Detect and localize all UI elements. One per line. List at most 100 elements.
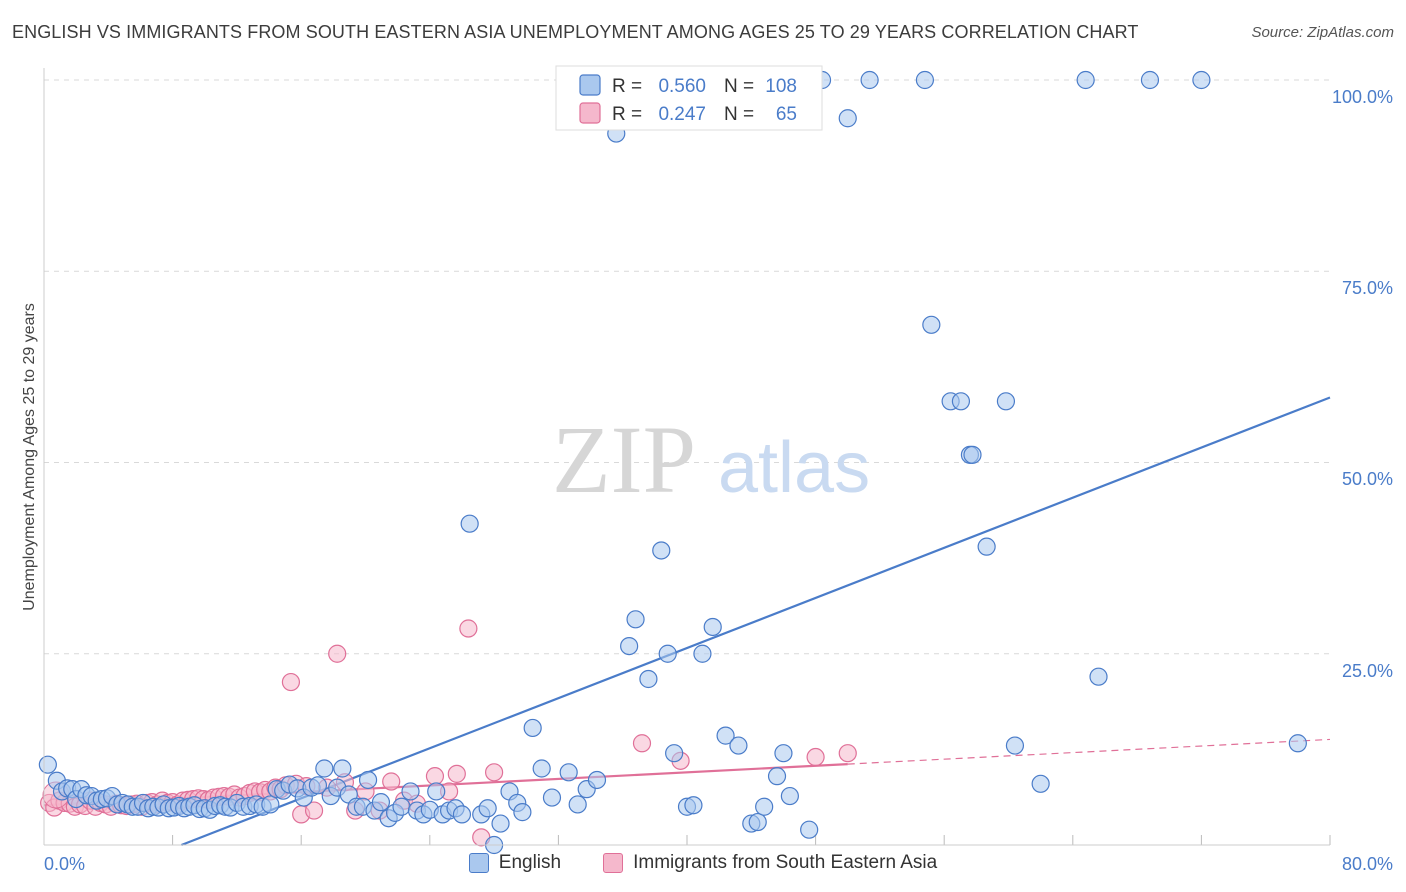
english-point-89 (626, 610, 645, 629)
y-tick-label-2: 75.0% (1342, 278, 1393, 298)
english-point-73 (478, 799, 497, 818)
english-point-122 (1140, 70, 1160, 90)
trend-line-immigrants-dashed (847, 738, 1331, 765)
english-point-105 (780, 786, 799, 806)
chart-source: Source: ZipAtlas.com (1251, 24, 1394, 41)
english-point-109 (860, 70, 879, 90)
english-point-61 (392, 797, 411, 816)
trend-line-english (181, 396, 1331, 847)
immigrants-point-63 (447, 764, 466, 783)
english-point-83 (568, 795, 587, 814)
stats-legend-n-value-1: 65 (776, 104, 797, 125)
english-point-85 (587, 770, 607, 790)
english-point-121 (1089, 667, 1108, 686)
english-point-80 (532, 759, 551, 778)
bottom-legend: English Immigrants from South Eastern As… (0, 852, 1406, 874)
y-tick-label-1: 50.0% (1342, 469, 1393, 489)
legend-label-english: English (498, 852, 562, 873)
stats-legend-n-label-1: N = (724, 104, 754, 125)
x-tick-label-0: 0.0% (44, 854, 85, 874)
stats-legend: R = 0.560 N = 108 R = 0.247 N = 65 (555, 65, 823, 131)
english-point-124 (1288, 734, 1307, 753)
legend-label-immigrants: Immigrants from South Eastern Asia (633, 852, 938, 873)
english-point-41 (261, 795, 280, 814)
english-point-120 (1076, 70, 1095, 90)
immigrants-point-53 (328, 644, 347, 663)
english-point-66 (427, 782, 446, 801)
english-point-123 (1192, 70, 1211, 90)
english-point-99 (729, 736, 748, 755)
watermark-zip: ZIP (552, 406, 696, 513)
stats-legend-n-value-0: 108 (765, 76, 797, 97)
english-point-95 (684, 796, 703, 815)
watermark: ZIP atlas (552, 406, 870, 513)
immigrants-point-64 (459, 619, 478, 638)
english-point-111 (922, 315, 941, 334)
y-tick-label-0: 25.0% (1342, 661, 1393, 681)
stats-legend-r-label-1: R = (612, 104, 642, 125)
english-point-103 (767, 767, 787, 786)
chart-title: ENGLISH VS IMMIGRANTS FROM SOUTH EASTERN… (12, 22, 1139, 42)
immigrants-point-66 (485, 763, 504, 782)
english-point-98 (716, 726, 735, 745)
english-point-93 (665, 744, 684, 763)
axes: 25.0% 50.0% 75.0% 100.0% 0.0% 80.0% Unemployme… (21, 68, 1393, 874)
gridlines (44, 79, 1331, 845)
immigrants-point-58 (382, 772, 401, 791)
english-point-110 (915, 70, 935, 90)
english-point-108 (838, 109, 857, 128)
english-point-62 (401, 782, 420, 801)
english-point-81 (542, 788, 562, 807)
english-point-75 (491, 814, 510, 833)
english-point-82 (559, 763, 578, 782)
english-point-101 (748, 812, 767, 832)
y-axis-label: Unemployment Among Ages 25 to 29 years (21, 303, 38, 611)
english-point-102 (755, 797, 774, 816)
legend-swatch-english (468, 853, 489, 873)
stats-legend-swatch-1 (579, 102, 601, 124)
english-point-91 (652, 541, 671, 560)
english-point-88 (620, 636, 639, 656)
english-point-92 (658, 644, 677, 663)
stats-legend-r-value-1: 0.247 (658, 104, 706, 125)
stats-legend-n-label-0: N = (724, 76, 754, 97)
immigrants-point-47 (281, 672, 301, 692)
immigrants-point-51 (304, 801, 324, 820)
english-point-48 (308, 776, 328, 795)
immigrants-point-70 (838, 744, 857, 763)
immigrants-point-61 (425, 767, 445, 786)
english-point-113 (951, 392, 971, 411)
english-point-119 (1031, 774, 1050, 793)
english-point-117 (996, 392, 1016, 411)
english-point-0 (38, 755, 57, 774)
english-point-70 (452, 805, 472, 824)
immigrants-point-69 (806, 747, 825, 767)
immigrants-point-67 (632, 734, 652, 753)
english-point-90 (639, 669, 658, 689)
x-tick-label-1: 80.0% (1342, 854, 1393, 874)
english-point-97 (703, 617, 722, 637)
legend-item-immigrants: Immigrants from South Eastern Asia (603, 852, 937, 874)
english-point-52 (333, 759, 352, 778)
watermark-atlas: atlas (718, 428, 870, 508)
english-point-115 (963, 445, 982, 464)
stats-legend-r-value-0: 0.560 (658, 76, 706, 97)
legend-swatch-immigrants (603, 853, 624, 873)
english-point-106 (800, 820, 819, 839)
english-point-118 (1005, 736, 1025, 755)
english-point-49 (315, 759, 334, 778)
english-point-58 (371, 793, 391, 812)
y-tick-label-3: 100.0% (1332, 87, 1393, 107)
english-point-116 (977, 537, 996, 556)
english-point-104 (774, 744, 793, 763)
english-points (38, 70, 1307, 855)
english-point-71 (460, 514, 479, 533)
english-point-96 (693, 644, 712, 663)
stats-legend-swatch-0 (579, 74, 601, 96)
english-point-56 (358, 770, 378, 790)
legend-item-english: English (468, 852, 562, 874)
english-point-78 (513, 803, 532, 822)
stats-legend-r-label-0: R = (612, 76, 642, 97)
english-point-79 (523, 718, 542, 738)
